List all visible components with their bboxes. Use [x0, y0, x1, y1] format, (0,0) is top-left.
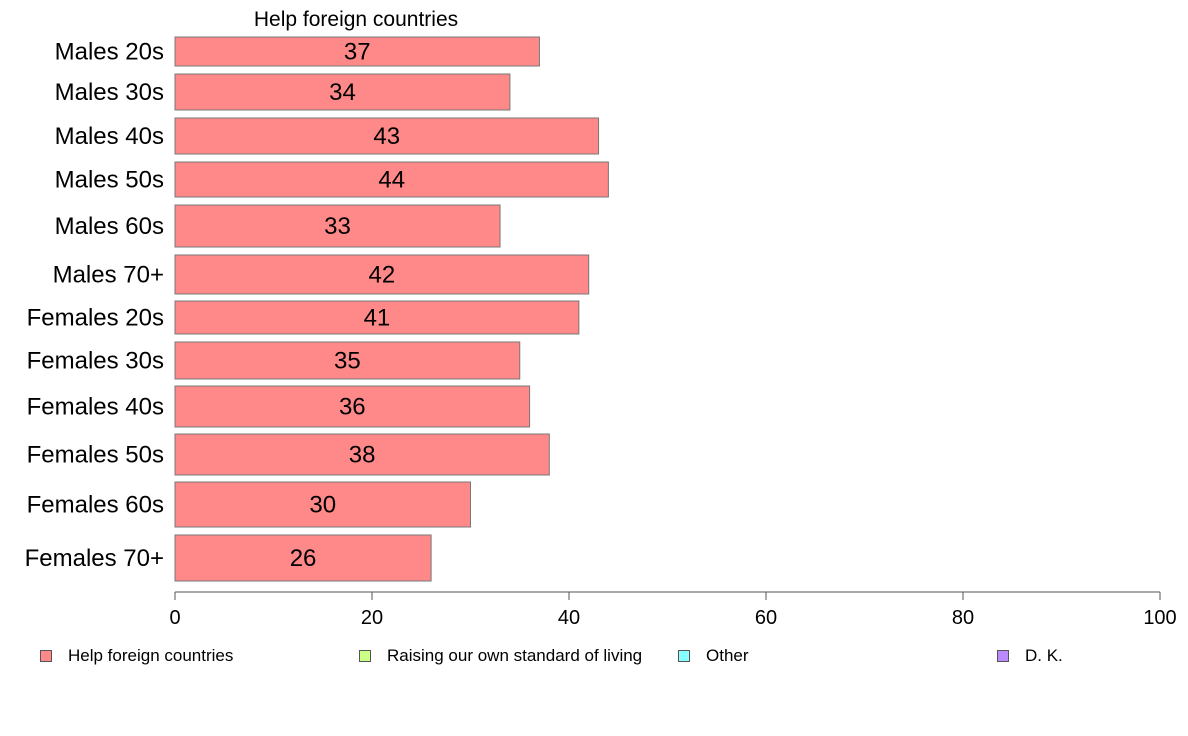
x-axis: 0 20 40 60 80 100	[169, 591, 1177, 629]
bar-value-label: 35	[334, 348, 361, 375]
bar-males-30s	[174, 73, 511, 111]
bar-females-50s	[174, 433, 550, 476]
bar-value-label: 42	[368, 262, 395, 289]
chart-title: Help foreign countries	[254, 8, 458, 31]
bar-females-70plus	[174, 534, 432, 582]
category-label: Males 20s	[55, 39, 164, 66]
bar-value-label: 30	[309, 492, 336, 519]
x-tick-label: 60	[755, 607, 777, 629]
bar-females-20s	[174, 300, 580, 335]
bar-value-label: 43	[373, 123, 400, 150]
legend-swatch-other	[678, 650, 690, 662]
x-tick-label: 80	[952, 607, 974, 629]
category-label: Females 50s	[27, 442, 164, 469]
legend: Help foreign countries Raising our own s…	[0, 646, 1188, 668]
legend-label: Other	[706, 646, 749, 665]
bar-value-label: 44	[378, 167, 405, 194]
legend-label: D. K.	[1025, 646, 1063, 665]
bar-value-label: 26	[290, 545, 317, 572]
legend-swatch-dk	[997, 650, 1009, 662]
bar-males-50s	[174, 161, 609, 198]
bar-value-label: 38	[349, 442, 376, 469]
category-label: Females 30s	[27, 348, 164, 375]
bar-value-label: 36	[339, 394, 366, 421]
legend-swatch-help-foreign-countries	[40, 650, 52, 662]
category-label: Females 20s	[27, 305, 164, 332]
x-tick-label: 100	[1143, 607, 1176, 629]
bar-value-label: 37	[344, 39, 371, 66]
category-label: Males 60s	[55, 213, 164, 240]
bar-value-label: 41	[364, 305, 391, 332]
bar-males-20s	[174, 36, 540, 67]
x-tick-label: 20	[361, 607, 383, 629]
legend-item-raising-standard-of-living: Raising our own standard of living	[359, 646, 642, 666]
bar-females-60s	[174, 481, 471, 528]
bar-value-label: 34	[329, 79, 356, 106]
legend-item-help-foreign-countries: Help foreign countries	[40, 646, 233, 666]
category-label: Females 40s	[27, 394, 164, 421]
x-tick-label: 40	[558, 607, 580, 629]
bar-value-label: 33	[324, 213, 351, 240]
category-label: Females 70+	[25, 545, 164, 572]
bar-males-60s	[174, 204, 501, 248]
bar-males-40s	[174, 117, 600, 155]
legend-item-dk: D. K.	[997, 646, 1063, 666]
x-tick-label: 0	[169, 607, 180, 629]
category-label: Males 30s	[55, 79, 164, 106]
legend-item-other: Other	[678, 646, 749, 666]
category-label: Males 40s	[55, 123, 164, 150]
chart-svg: Help foreign countries 37 Males 20s 34 Male…	[25, 8, 1177, 629]
legend-label: Help foreign countries	[68, 646, 234, 665]
legend-swatch-raising-standard-of-living	[359, 650, 371, 662]
category-label: Males 50s	[55, 167, 164, 194]
category-label: Females 60s	[27, 492, 164, 519]
category-label: Males 70+	[53, 262, 164, 289]
bars-layer: 37 Males 20s 34 Males 30s 43 Males 40s 44 Males…	[25, 36, 609, 582]
bar-females-40s	[174, 385, 531, 428]
bar-females-30s	[174, 341, 521, 380]
legend-label: Raising our own standard of living	[387, 646, 643, 665]
bar-males-70plus	[174, 254, 590, 295]
